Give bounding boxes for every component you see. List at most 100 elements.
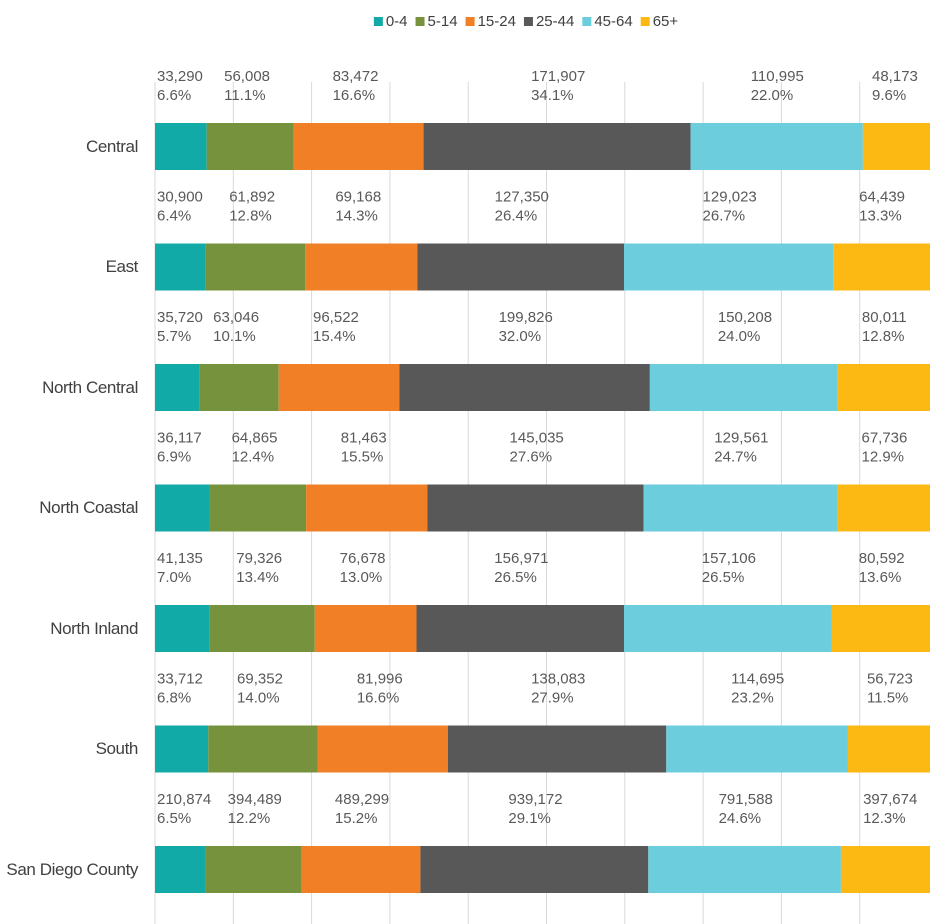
legend-marker (465, 17, 475, 26)
bar-segment (416, 605, 625, 652)
bar-segment (278, 364, 400, 411)
value-label: 15.4% (313, 328, 356, 345)
bar-segment (317, 725, 448, 773)
bar-segment (155, 846, 206, 893)
count-label: 48,173 (872, 68, 918, 85)
bar-segment (837, 364, 930, 411)
legend-marker (640, 17, 650, 26)
bar-segment (293, 123, 424, 170)
count-label: 145,035 (510, 429, 564, 446)
bar-segment (831, 605, 930, 652)
value-label: 6.6% (157, 87, 191, 104)
value-label: 12.3% (863, 810, 906, 827)
legend-marker (373, 17, 383, 26)
count-label: 81,996 (357, 670, 403, 687)
bar-segment (417, 243, 625, 291)
value-label: 12.9% (861, 448, 904, 465)
count-label: 67,736 (861, 429, 907, 446)
bar-segment (840, 846, 930, 893)
count-label: 35,720 (157, 309, 203, 326)
bar-segment (306, 484, 428, 532)
y-tick-label: North Central (42, 377, 138, 397)
bar-segment (447, 725, 667, 773)
count-label: 33,712 (157, 670, 203, 687)
value-label: 26.5% (494, 569, 537, 586)
count-label: 56,723 (867, 670, 913, 687)
bar-segment (155, 364, 200, 411)
count-label: 33,290 (157, 68, 203, 85)
value-label: 10.1% (213, 328, 256, 345)
count-label: 30,900 (157, 188, 203, 205)
y-tick-label: East (105, 257, 139, 276)
legend-label: 0-4 (386, 13, 408, 30)
bar-segment (209, 605, 315, 652)
bar-segment (836, 484, 930, 532)
bar-segment (648, 846, 841, 893)
count-label: 83,472 (333, 68, 379, 85)
count-label: 80,592 (859, 550, 905, 567)
count-label: 69,168 (335, 188, 381, 205)
value-label: 22.0% (751, 87, 794, 104)
count-label: 114,695 (731, 670, 784, 687)
count-label: 76,678 (340, 550, 386, 567)
value-label: 27.9% (531, 689, 574, 706)
bar-segment (314, 605, 417, 652)
bar-segment (624, 605, 832, 652)
value-label: 14.0% (237, 689, 280, 706)
bar-segment (155, 725, 209, 773)
bar-segment (301, 846, 421, 893)
value-label: 24.7% (714, 448, 757, 465)
count-label: 138,083 (531, 670, 585, 687)
count-label: 129,023 (703, 188, 757, 205)
legend-label: 65+ (653, 13, 679, 30)
value-label: 12.8% (229, 207, 272, 224)
value-label: 5.7% (157, 328, 191, 345)
count-label: 96,522 (313, 309, 359, 326)
bar-segment (206, 123, 294, 170)
bar-segment (155, 605, 210, 652)
count-label: 199,826 (499, 309, 553, 326)
bar-segment (209, 484, 307, 532)
count-label: 397,674 (863, 791, 917, 808)
count-label: 81,463 (341, 429, 387, 446)
value-label: 34.1% (531, 87, 574, 104)
count-label: 79,326 (236, 550, 282, 567)
count-label: 64,865 (232, 429, 278, 446)
count-label: 791,588 (719, 791, 773, 808)
bar-segment (208, 725, 318, 773)
bar-segment (205, 846, 302, 893)
value-label: 13.4% (236, 569, 279, 586)
value-label: 7.0% (157, 569, 191, 586)
bar-segment (399, 364, 650, 411)
bar-segment (690, 123, 863, 170)
count-label: 64,439 (859, 188, 905, 205)
count-label: 156,971 (494, 550, 548, 567)
value-label: 6.8% (157, 689, 191, 706)
y-tick-label: North Coastal (39, 498, 138, 517)
value-label: 27.6% (510, 448, 553, 465)
count-label: 80,011 (862, 309, 907, 326)
count-label: 210,874 (157, 791, 211, 808)
y-tick-label: San Diego County (6, 859, 138, 879)
value-label: 12.4% (232, 448, 275, 465)
bar-segment (205, 243, 306, 291)
value-label: 32.0% (499, 328, 542, 345)
value-label: 13.6% (859, 569, 902, 586)
legend-label: 5-14 (428, 13, 458, 30)
value-label: 6.5% (157, 810, 191, 827)
value-label: 24.0% (718, 328, 761, 345)
value-label: 24.6% (719, 810, 762, 827)
value-label: 9.6% (872, 87, 906, 104)
count-label: 150,208 (718, 309, 772, 326)
legend-label: 45-64 (594, 13, 632, 30)
value-label: 12.8% (862, 328, 905, 345)
count-label: 394,489 (228, 791, 282, 808)
legend-marker (523, 17, 533, 26)
value-label: 23.2% (731, 689, 774, 706)
legend-label: 25-44 (536, 13, 574, 30)
bar-segment (666, 725, 848, 773)
value-label: 13.3% (859, 207, 902, 224)
value-label: 26.5% (702, 569, 745, 586)
value-label: 26.4% (495, 207, 538, 224)
